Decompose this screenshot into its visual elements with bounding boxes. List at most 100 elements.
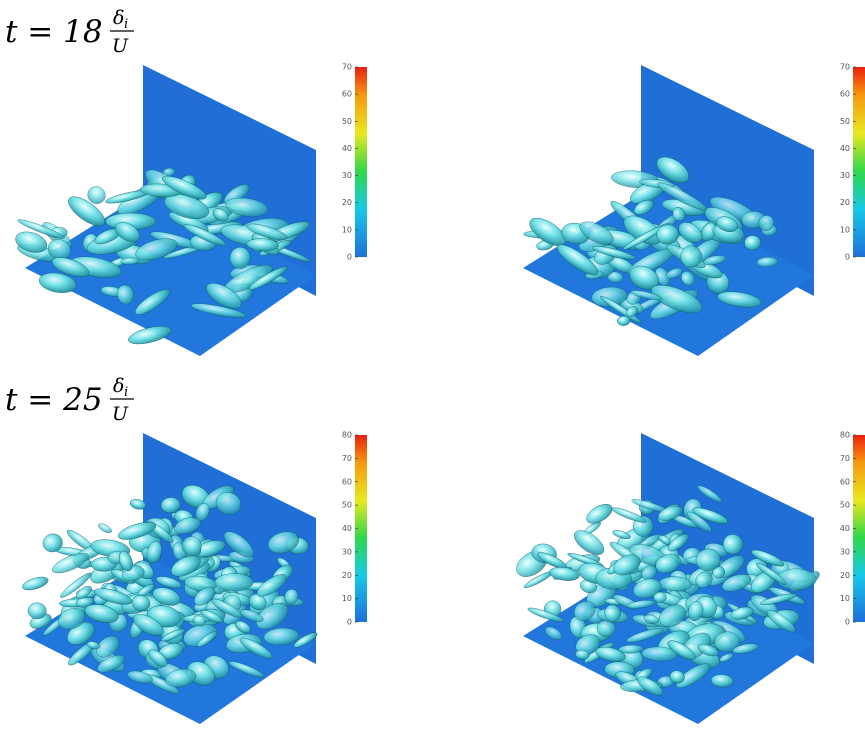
- vortex-structure: [618, 644, 644, 654]
- vortex-structure: [15, 231, 48, 253]
- vortex-structure: [39, 272, 77, 293]
- vortex-structure: [133, 614, 164, 636]
- vortex-structure: [246, 223, 288, 241]
- vortex-structure: [657, 182, 708, 211]
- colorbar-tick-label: 70: [342, 454, 352, 463]
- vortex-structure: [165, 668, 197, 688]
- vortex-structure: [697, 643, 719, 657]
- vortex-structure: [114, 222, 140, 242]
- vortex-structure: [604, 604, 621, 622]
- vortex-structure: [591, 246, 636, 260]
- colorbar-tick-label: 60: [840, 90, 850, 99]
- vortex-structure: [225, 197, 269, 217]
- vortex-structure: [152, 587, 181, 606]
- vortex-structure: [51, 257, 90, 278]
- vortex-structure: [595, 646, 626, 662]
- colorbar-tick-label: 30: [840, 547, 850, 556]
- colorbar-tick-label: 70: [840, 63, 850, 72]
- vortex-structure: [42, 533, 63, 553]
- vortex-structure: [656, 156, 690, 183]
- colorbar-tick-label: 60: [840, 477, 850, 486]
- vortex-structure: [194, 586, 216, 606]
- vortex-structure: [575, 649, 590, 660]
- vortex-structure: [267, 531, 300, 554]
- colorbar-tick-label: 0: [845, 253, 850, 262]
- vortex-structure: [710, 674, 734, 688]
- vortex-structure: [641, 646, 678, 662]
- time-label-text: t = 18: [5, 14, 103, 50]
- vortex-structure: [650, 284, 703, 314]
- colorbar-tick-label: 20: [840, 198, 850, 207]
- vortex-structure: [146, 541, 162, 564]
- vortex-structure: [575, 634, 601, 655]
- vortex-structure: [117, 284, 135, 305]
- vortex-structure: [84, 604, 119, 623]
- vortex-structure: [174, 517, 201, 534]
- vortex-structure: [160, 497, 181, 514]
- vortex-structure: [197, 631, 218, 648]
- colorbar-tick-label: 30: [342, 547, 352, 556]
- vortex-structure: [68, 196, 106, 227]
- colorbar-tick-label: 70: [342, 63, 352, 72]
- vortex-structure: [751, 549, 785, 567]
- fraction-subscript: i: [124, 17, 128, 32]
- vortex-structure: [688, 601, 704, 621]
- colorbar-tick-label: 0: [347, 253, 352, 262]
- vortex-structure: [617, 315, 631, 326]
- vortex-structure: [60, 572, 92, 598]
- vortex-structure: [263, 627, 299, 646]
- vortex-structure: [669, 670, 685, 684]
- vortex-structure: [94, 588, 133, 605]
- render-panel: [15, 65, 316, 356]
- fraction-denominator: U: [112, 35, 129, 57]
- vortex-structure: [695, 548, 721, 572]
- vortex-structure: [148, 649, 168, 667]
- vortex-structure: [667, 640, 696, 660]
- vortex-structure: [135, 238, 178, 261]
- vortex-structure: [192, 615, 206, 627]
- vortex-structure: [630, 290, 663, 301]
- vortex-structure: [544, 626, 562, 641]
- vortex-structure: [611, 507, 647, 523]
- colorbar-tick-label: 50: [342, 117, 352, 126]
- vortex-structure: [212, 208, 229, 222]
- colorbar-tick-label: 0: [347, 618, 352, 627]
- vortex-structure: [206, 283, 242, 309]
- render-panel: [523, 65, 814, 356]
- vortex-structure: [223, 531, 254, 558]
- vortex-structure: [98, 523, 112, 534]
- vortex-structure: [722, 534, 744, 555]
- vortex-structure: [629, 265, 659, 290]
- vortex-structure: [721, 573, 752, 592]
- vortex-structure: [612, 530, 631, 539]
- vortex-structure: [200, 610, 223, 623]
- vortex-structure: [758, 215, 775, 232]
- vortex-structure: [626, 628, 664, 643]
- vortex-structure: [22, 576, 49, 591]
- colorbar-tick-label: 70: [840, 454, 850, 463]
- vortex-structure: [759, 593, 797, 606]
- render-panel: [516, 433, 820, 724]
- vortex-structure: [118, 550, 133, 572]
- vortex-structure: [127, 670, 153, 684]
- vortex-structure: [246, 238, 280, 252]
- vortex-structure: [96, 635, 120, 658]
- vortex-structure: [656, 224, 679, 245]
- vortex-structure: [626, 306, 639, 317]
- vortex-structure: [676, 663, 711, 688]
- vortex-structure: [229, 247, 251, 269]
- vortex-structure: [240, 609, 264, 623]
- colorbar-tick-label: 50: [840, 117, 850, 126]
- time-label: t = 25 δ iU: [5, 375, 134, 425]
- vortex-structure: [228, 661, 265, 678]
- vortex-structure: [657, 505, 683, 521]
- vortex-structure: [161, 628, 186, 642]
- vortex-structure: [732, 643, 759, 654]
- vortex-structure: [155, 576, 182, 589]
- vortex-structure: [659, 604, 686, 628]
- vortex-structure: [633, 199, 654, 215]
- time-label-text: t = 25: [5, 382, 103, 418]
- time-label: t = 18 δ iU: [5, 7, 134, 57]
- vortex-structure: [695, 571, 713, 588]
- vortex-structure: [692, 507, 728, 524]
